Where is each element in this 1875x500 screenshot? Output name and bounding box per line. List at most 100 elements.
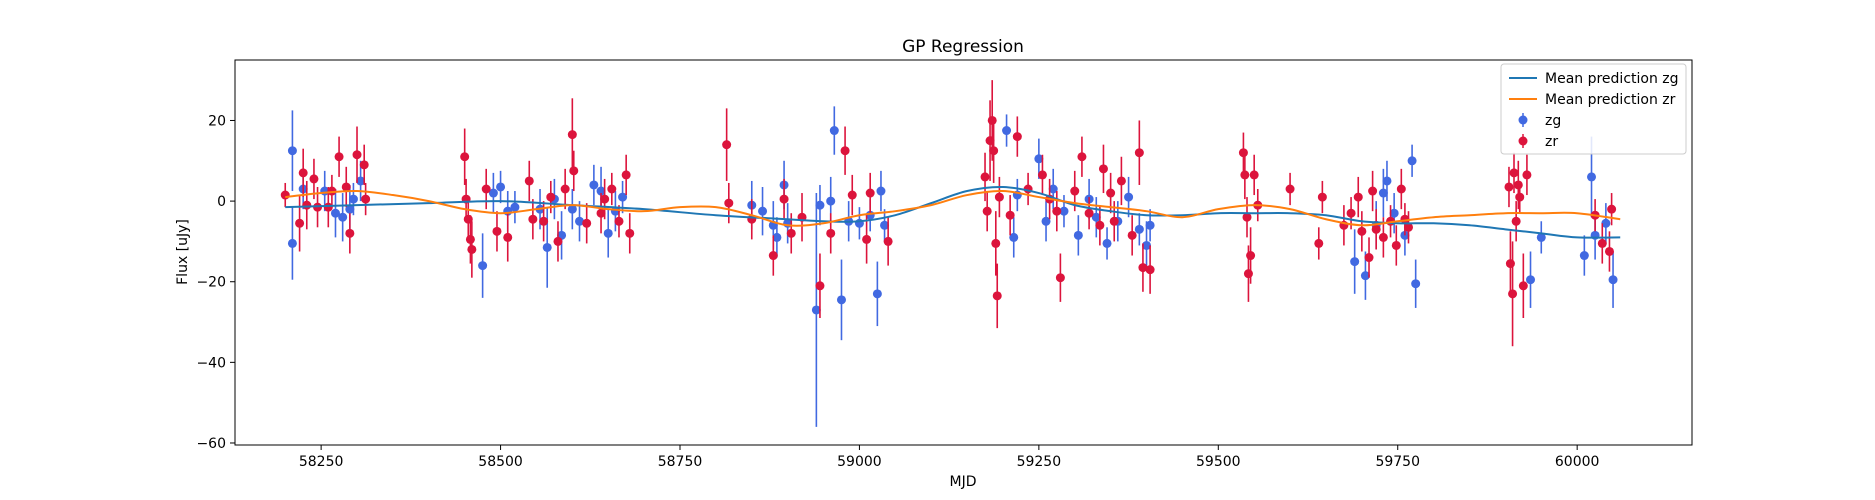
data-point-zr (361, 182, 371, 216)
data-point-zg (1411, 259, 1421, 308)
marker (876, 186, 886, 196)
legend-swatch-zr (1518, 134, 1528, 148)
marker (1106, 188, 1116, 198)
x-tick-label: 60000 (1555, 454, 1600, 470)
data-point-zr (1138, 243, 1148, 292)
legend-label-zg: zg (1545, 113, 1561, 129)
data-point-zr (1134, 120, 1144, 185)
chart-title: GP Regression (902, 37, 1024, 57)
marker (826, 228, 836, 238)
marker (496, 182, 506, 192)
marker (1242, 212, 1252, 222)
series-zr (280, 80, 1617, 347)
marker (1511, 216, 1521, 226)
marker (603, 228, 613, 238)
data-point-zg (478, 233, 488, 298)
data-point-zr (341, 166, 351, 208)
marker (1098, 164, 1108, 174)
data-point-zr (359, 144, 369, 185)
data-point-zg (330, 189, 340, 238)
data-point-zr (467, 221, 477, 278)
marker (1357, 226, 1367, 236)
marker (1360, 271, 1370, 281)
marker (510, 202, 520, 212)
marker (542, 242, 552, 252)
marker (596, 186, 606, 196)
data-point-zg (338, 193, 348, 242)
marker (1350, 257, 1360, 267)
y-tick-label: −40 (196, 355, 226, 371)
data-point-zr (460, 128, 470, 185)
data-point-zr (840, 126, 850, 175)
data-point-zg (287, 207, 297, 280)
data-point-zg (1124, 176, 1134, 218)
series-layer (280, 80, 1621, 427)
marker (582, 218, 592, 228)
marker (1249, 170, 1259, 180)
marker (348, 194, 358, 204)
x-axis: 58250 58500 58750 59000 59250 59500 59750 60000 (299, 445, 1600, 470)
marker (569, 166, 579, 176)
data-point-zr (1508, 241, 1518, 347)
marker (815, 281, 825, 291)
marker (1378, 188, 1388, 198)
marker (1145, 265, 1155, 275)
data-point-zg (575, 201, 585, 242)
x-tick-label: 59250 (1017, 454, 1062, 470)
data-point-zg (1608, 251, 1618, 308)
marker (1608, 275, 1618, 285)
marker (840, 146, 850, 156)
data-point-zg (1009, 217, 1019, 258)
marker (1353, 192, 1363, 202)
data-point-zr (569, 150, 579, 192)
legend: Mean prediction zg Mean prediction zr zg… (1500, 63, 1687, 155)
legend-label-mean-zr: Mean prediction zr (1545, 92, 1676, 108)
marker (1070, 186, 1080, 196)
legend-label-mean-zg: Mean prediction zg (1545, 71, 1679, 87)
data-point-zr (1597, 223, 1607, 264)
marker (1513, 180, 1523, 190)
x-tick-label: 59500 (1196, 454, 1241, 470)
data-point-zr (1364, 237, 1374, 278)
x-tick-label: 58750 (658, 454, 703, 470)
y-tick-label: 20 (208, 113, 226, 129)
y-tick-label: −60 (196, 436, 226, 452)
marker (1127, 230, 1137, 240)
data-point-zg (348, 182, 358, 216)
data-point-zr (1238, 132, 1248, 173)
marker (302, 200, 312, 210)
data-point-zr (862, 215, 872, 264)
marker (980, 172, 990, 182)
marker (481, 184, 491, 194)
data-point-zg (1041, 201, 1051, 242)
marker (1508, 289, 1518, 299)
data-point-zg (1073, 215, 1083, 256)
x-tick-label: 58500 (478, 454, 523, 470)
marker (829, 126, 839, 136)
data-point-zr (553, 221, 563, 262)
data-point-zr (1353, 176, 1363, 218)
marker (356, 176, 366, 186)
marker (621, 170, 631, 180)
marker (567, 130, 577, 140)
data-point-zg (876, 170, 886, 212)
marker (1073, 230, 1083, 240)
marker (1364, 253, 1374, 263)
marker (488, 188, 498, 198)
data-point-zr (1511, 201, 1521, 242)
marker (1607, 204, 1617, 214)
data-point-zg (1134, 213, 1144, 246)
data-point-zg (488, 172, 498, 214)
data-point-zr (1012, 116, 1022, 157)
marker (567, 204, 577, 214)
marker (596, 208, 606, 218)
data-point-zr (352, 126, 362, 183)
marker (1134, 148, 1144, 158)
marker (280, 190, 290, 200)
data-point-zg (1091, 197, 1101, 238)
data-point-zr (600, 178, 610, 220)
data-point-zr (298, 148, 308, 198)
marker (1403, 222, 1413, 232)
marker (815, 200, 825, 210)
